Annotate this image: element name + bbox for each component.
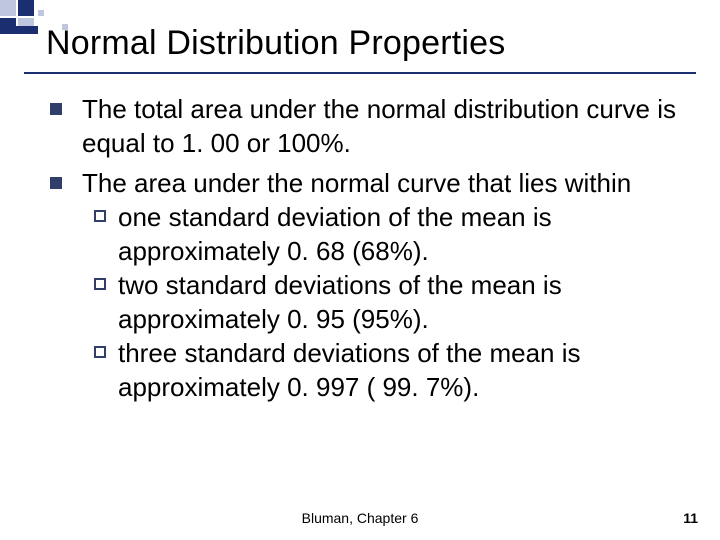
bullet-item: The total area under the normal distribu… — [50, 92, 684, 160]
bullet-item: The area under the normal curve that lie… — [50, 166, 684, 200]
sub-bullet-item: three standard deviations of the mean is… — [94, 336, 684, 404]
sub-bullet-item: one standard deviation of the mean is ap… — [94, 200, 684, 268]
sub-bullet-text: three standard deviations of the mean is… — [118, 336, 684, 404]
sub-bullet-item: two standard deviations of the mean is a… — [94, 268, 684, 336]
page-number: 11 — [683, 510, 698, 526]
slide: Normal Distribution Properties The total… — [0, 0, 720, 540]
sub-bullet-text: one standard deviation of the mean is ap… — [118, 200, 684, 268]
title-underline — [24, 72, 696, 74]
bullet-text: The total area under the normal distribu… — [82, 92, 684, 160]
footer-citation: Bluman, Chapter 6 — [0, 510, 720, 526]
hollow-square-bullet-icon — [94, 278, 106, 290]
bullet-text: The area under the normal curve that lie… — [82, 166, 684, 200]
square-bullet-icon — [50, 177, 62, 189]
slide-title: Normal Distribution Properties — [46, 24, 700, 63]
content-area: The total area under the normal distribu… — [50, 92, 684, 404]
sub-bullet-text: two standard deviations of the mean is a… — [118, 268, 684, 336]
hollow-square-bullet-icon — [94, 210, 106, 222]
hollow-square-bullet-icon — [94, 346, 106, 358]
square-bullet-icon — [50, 103, 62, 115]
